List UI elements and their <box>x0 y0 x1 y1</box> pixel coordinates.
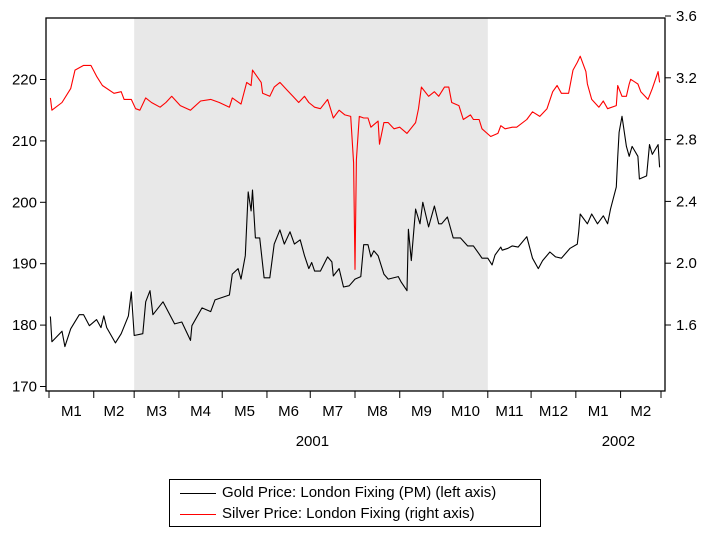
gold-price-line <box>49 115 661 348</box>
x-axis-month-label: M12 <box>539 403 568 420</box>
x-axis-year-label: 2001 <box>296 433 329 450</box>
legend-swatch-gold <box>180 492 216 494</box>
right-axis-tick-label: 3.2 <box>676 70 697 87</box>
legend-item-gold: Gold Price: London Fixing (PM) (left axi… <box>180 484 496 502</box>
x-axis-month-label: M9 <box>411 403 432 420</box>
x-axis-month-label: M11 <box>495 403 523 420</box>
silver-price-line <box>49 55 661 270</box>
legend-swatch-silver <box>180 513 216 515</box>
legend-label-gold: Gold Price: London Fixing (PM) (left axi… <box>222 484 497 501</box>
x-axis-month-label: M10 <box>451 403 480 420</box>
x-axis-month-label: M3 <box>146 403 167 420</box>
x-axis-month-label: M8 <box>367 403 388 420</box>
right-axis-tick-label: 2.4 <box>676 193 697 210</box>
right-axis-tick-label: 2.0 <box>676 255 697 272</box>
left-axis-tick-label: 200 <box>12 194 37 211</box>
x-axis-month-label: M1 <box>61 403 82 420</box>
left-axis-tick-label: 170 <box>12 379 37 396</box>
legend-item-silver: Silver Price: London Fixing (right axis) <box>180 505 475 523</box>
right-axis-tick-label: 1.6 <box>676 317 697 334</box>
axes-layer: 170 180 190 200 210 220 1.6 2.0 2.4 2.8 3.2 3.6 M1 M2… <box>12 8 697 450</box>
recession-shading <box>134 18 488 391</box>
x-axis-month-label: M7 <box>322 403 343 420</box>
left-axis-tick-label: 210 <box>12 133 37 150</box>
x-axis-month-label: M2 <box>630 403 651 420</box>
series-layer <box>49 55 661 348</box>
left-axis-tick-label: 180 <box>12 317 37 334</box>
legend: Gold Price: London Fixing (PM) (left axi… <box>169 479 541 527</box>
right-axis-tick-label: 3.6 <box>676 8 697 25</box>
left-axis-tick-label: 220 <box>12 72 37 89</box>
x-axis-month-label: M6 <box>278 403 299 420</box>
x-axis-year-label: 2002 <box>602 433 635 450</box>
x-axis-month-label: M4 <box>190 403 211 420</box>
right-axis-tick-label: 2.8 <box>676 132 697 149</box>
dual-axis-line-chart: 170 180 190 200 210 220 1.6 2.0 2.4 2.8 3.2 3.6 M1 M2… <box>12 8 697 450</box>
x-axis-month-label: M1 <box>588 403 609 420</box>
x-axis-month-label: M5 <box>234 403 255 420</box>
legend-label-silver: Silver Price: London Fixing (right axis) <box>222 505 475 522</box>
left-axis-tick-label: 190 <box>12 256 37 273</box>
x-axis-month-label: M2 <box>104 403 125 420</box>
